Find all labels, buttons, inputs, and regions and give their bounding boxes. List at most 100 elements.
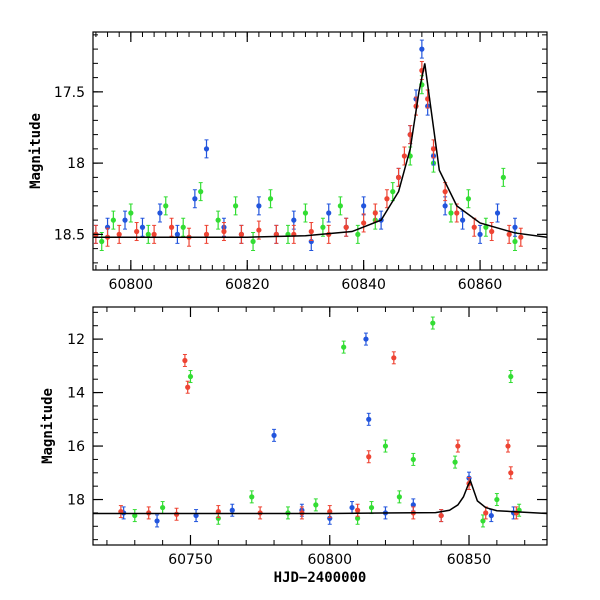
top-series-0-point — [99, 231, 105, 251]
top-series-0-point — [285, 224, 291, 244]
top-series-2-point — [401, 146, 407, 166]
bottom-y-tick-label: 14 — [67, 386, 85, 402]
bottom-series-0-point — [452, 455, 458, 469]
top-series-0-point — [500, 167, 506, 187]
data-marker — [500, 174, 506, 180]
bottom-series-2-point — [391, 351, 397, 365]
bottom-series-0-point — [160, 501, 166, 515]
data-marker — [396, 494, 402, 500]
top-series-2-point — [238, 224, 245, 244]
top-series-2-point — [203, 224, 210, 244]
bottom-y-tick-label: 12 — [67, 332, 85, 348]
data-marker — [508, 470, 514, 476]
top-y-tick-label: 18.5 — [54, 227, 85, 243]
data-marker — [448, 210, 454, 216]
bottom-x-axis-title: HJD−2400000 — [274, 570, 367, 586]
bottom-series-0-point — [396, 490, 402, 504]
top-series-2-point — [291, 224, 297, 244]
bottom-series-2-point — [215, 505, 221, 519]
bottom-x-tick-label: 60850 — [447, 552, 492, 568]
data-marker — [355, 515, 361, 521]
data-marker — [460, 217, 466, 223]
data-marker — [337, 203, 343, 209]
data-marker — [489, 228, 495, 235]
bottom-panel: 60750 60800 60850 12 14 16 18 Magnitude HJD−24… — [40, 306, 548, 586]
data-marker — [355, 231, 361, 237]
data-marker — [480, 518, 486, 524]
data-marker — [363, 336, 369, 342]
data-marker — [438, 512, 444, 519]
data-marker — [313, 502, 319, 508]
data-marker — [518, 234, 524, 240]
top-series-2-point — [518, 227, 524, 247]
top-series-2-point — [395, 167, 402, 187]
data-marker — [193, 512, 199, 519]
top-series-0-point — [320, 217, 326, 237]
top-series-0-point — [110, 210, 116, 230]
data-marker — [180, 224, 186, 230]
bottom-series-2-point — [355, 503, 361, 517]
bottom-series-2-point — [327, 505, 333, 519]
bottom-series-0-point — [494, 493, 500, 507]
data-marker — [238, 231, 245, 237]
top-series-0-point — [180, 217, 186, 237]
top-series-1-point — [174, 224, 180, 244]
data-marker — [110, 217, 116, 223]
data-marker — [465, 196, 472, 202]
data-marker — [291, 217, 297, 223]
data-marker — [233, 203, 239, 209]
top-x-tick-label: 60820 — [225, 277, 270, 293]
data-marker — [355, 507, 361, 513]
bottom-series-1-point — [154, 514, 160, 528]
data-marker — [372, 210, 378, 216]
bottom-plot-frame — [92, 306, 548, 546]
data-marker — [343, 224, 349, 230]
data-marker — [139, 224, 146, 230]
bottom-series-0-point — [430, 316, 436, 330]
data-marker — [163, 203, 169, 209]
top-series-0-point — [483, 217, 489, 237]
top-series-0-point — [267, 189, 274, 209]
data-marker — [382, 443, 389, 449]
data-marker — [302, 210, 309, 216]
data-marker — [229, 507, 235, 513]
data-marker — [361, 220, 367, 226]
top-series-1-point — [419, 39, 425, 59]
data-marker — [215, 515, 221, 521]
data-marker — [410, 502, 416, 508]
bottom-series-1-point — [271, 428, 277, 442]
top-x-tick-label: 60800 — [109, 277, 154, 293]
top-series-1-point — [494, 203, 501, 223]
data-marker — [506, 231, 512, 237]
data-marker — [430, 146, 437, 152]
top-series-1-point — [477, 224, 483, 244]
top-series-2-point — [256, 220, 262, 240]
top-series-2-point — [454, 203, 460, 223]
top-series-2-point — [134, 222, 140, 242]
data-marker — [154, 518, 160, 524]
data-marker — [471, 224, 477, 230]
bottom-x-tick-label: 60750 — [168, 552, 213, 568]
bottom-series-0-point — [480, 514, 486, 528]
top-model-line — [93, 63, 547, 238]
bottom-series-1-point — [229, 503, 235, 517]
data-marker — [477, 231, 483, 237]
data-marker — [128, 210, 134, 216]
data-marker — [198, 189, 204, 195]
top-series-0-point — [163, 196, 169, 216]
data-marker — [326, 210, 332, 216]
data-marker — [203, 231, 210, 237]
bottom-series-2-point — [508, 466, 514, 480]
bottom-series-2-point — [455, 439, 461, 453]
data-marker — [361, 203, 367, 209]
bottom-series-0-point — [508, 370, 514, 384]
bottom-series-0-point — [249, 490, 255, 504]
top-series-0-point — [233, 196, 239, 216]
top-series-0-point — [355, 224, 361, 244]
top-series-0-point — [128, 203, 134, 223]
data-marker — [320, 224, 326, 230]
data-marker — [454, 210, 460, 216]
data-marker — [132, 512, 138, 519]
bottom-series-2-point — [438, 509, 444, 523]
data-marker — [391, 355, 397, 361]
